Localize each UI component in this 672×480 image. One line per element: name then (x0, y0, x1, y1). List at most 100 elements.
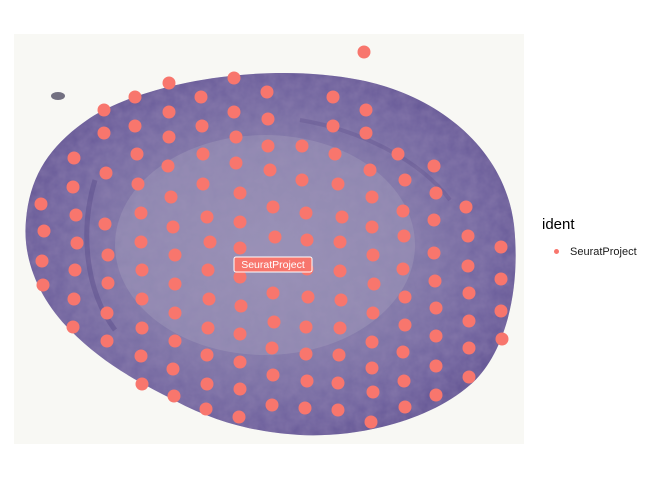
spot-point (99, 166, 113, 180)
spot-point (166, 362, 180, 376)
spot-point (161, 159, 175, 173)
spot-point (66, 180, 80, 194)
spot-point (131, 177, 145, 191)
spot-point (135, 263, 149, 277)
spot-point (300, 233, 314, 247)
spot-point (101, 276, 115, 290)
spot-point (459, 200, 473, 214)
spot-point (167, 389, 181, 403)
spot-point (201, 321, 215, 335)
legend-entry: SeuratProject (542, 243, 670, 261)
spot-point (69, 208, 83, 222)
spot-point (128, 119, 142, 133)
spot-point (367, 277, 381, 291)
spot-point (35, 254, 49, 268)
spot-point (261, 112, 275, 126)
spot-point (359, 103, 373, 117)
spot-point (427, 246, 441, 260)
spot-point (326, 90, 340, 104)
spot-point (232, 410, 246, 424)
spot-point (229, 156, 243, 170)
spot-point (427, 159, 441, 173)
spot-point (233, 241, 247, 255)
spot-point (398, 290, 412, 304)
spot-point (462, 370, 476, 384)
spot-point (135, 377, 149, 391)
spot-point (200, 377, 214, 391)
spot-point (462, 341, 476, 355)
spot-point (229, 130, 243, 144)
spot-point (333, 264, 347, 278)
spot-point (194, 90, 208, 104)
spot-point (461, 229, 475, 243)
spot-point (462, 314, 476, 328)
spot-point (68, 263, 82, 277)
spot-point (397, 229, 411, 243)
spot-point (166, 220, 180, 234)
spot-point (202, 292, 216, 306)
spot-point (299, 206, 313, 220)
spot-point (331, 376, 345, 390)
spot-point (263, 163, 277, 177)
spot-point (66, 320, 80, 334)
spot-point (333, 321, 347, 335)
spot-point (461, 259, 475, 273)
spot-point (364, 415, 378, 429)
spot-points (34, 45, 509, 429)
spot-point (359, 126, 373, 140)
spot-point (134, 349, 148, 363)
spot-point (266, 286, 280, 300)
spot-point (366, 385, 380, 399)
spot-point (299, 320, 313, 334)
spot-point (233, 355, 247, 369)
spot-point (265, 398, 279, 412)
spot-point (396, 345, 410, 359)
spot-point (227, 105, 241, 119)
spot-point (328, 147, 342, 161)
spot-point (398, 173, 412, 187)
spot-point (366, 248, 380, 262)
spot-point (268, 230, 282, 244)
spot-point (168, 306, 182, 320)
spot-point (429, 329, 443, 343)
spot-point (301, 290, 315, 304)
spot-point (233, 270, 247, 284)
spot-point (233, 382, 247, 396)
spot-point (162, 105, 176, 119)
spot-point (365, 190, 379, 204)
spot-point (335, 210, 349, 224)
spot-point (494, 272, 508, 286)
spot-point (162, 76, 176, 90)
spot-point (234, 299, 248, 313)
spot-point (398, 400, 412, 414)
spot-point (267, 315, 281, 329)
spot-point (365, 335, 379, 349)
legend-title: ident (542, 216, 575, 233)
spot-point (260, 85, 274, 99)
spot-point (266, 200, 280, 214)
spot-point (97, 103, 111, 117)
spot-point (168, 277, 182, 291)
spot-point (128, 90, 142, 104)
spot-point (357, 45, 371, 59)
spot-point (195, 119, 209, 133)
spot-point (196, 177, 210, 191)
spot-point (429, 359, 443, 373)
spot-point (261, 139, 275, 153)
spot-point (164, 190, 178, 204)
spot-point (495, 332, 509, 346)
spot-point (396, 204, 410, 218)
spot-point (168, 248, 182, 262)
spot-point (233, 215, 247, 229)
spot-point (135, 321, 149, 335)
legend: ident SeuratProject (542, 216, 670, 261)
spot-point (70, 236, 84, 250)
spot-point (265, 341, 279, 355)
spot-point (34, 197, 48, 211)
spot-point (227, 71, 241, 85)
tissue-histology-image (14, 34, 524, 444)
spot-point (200, 348, 214, 362)
spot-point (100, 334, 114, 348)
spot-point (398, 318, 412, 332)
